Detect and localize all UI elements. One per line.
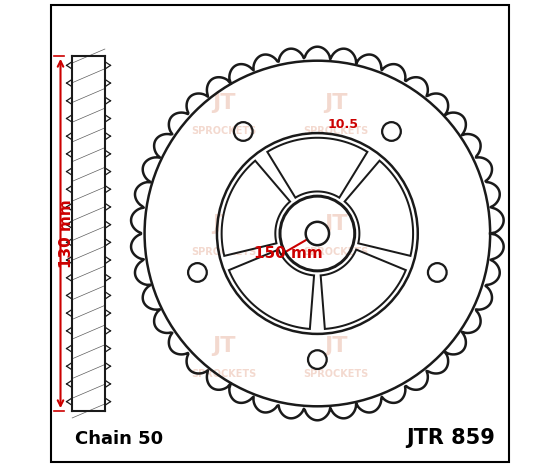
Text: SPROCKETS: SPROCKETS [192, 368, 256, 379]
Text: 10.5: 10.5 [328, 118, 358, 131]
Polygon shape [229, 249, 314, 329]
Text: SPROCKETS: SPROCKETS [192, 247, 256, 257]
Polygon shape [321, 249, 406, 329]
Text: SPROCKETS: SPROCKETS [304, 368, 368, 379]
Polygon shape [267, 138, 367, 198]
Text: JTR 859: JTR 859 [406, 428, 495, 448]
Text: 130 mm: 130 mm [59, 199, 73, 268]
Polygon shape [222, 161, 290, 256]
Text: SPROCKETS: SPROCKETS [304, 126, 368, 136]
Text: JT: JT [324, 214, 348, 234]
Text: JT: JT [212, 214, 236, 234]
Text: Chain 50: Chain 50 [74, 430, 162, 448]
Text: JT: JT [324, 336, 348, 355]
Polygon shape [344, 161, 413, 256]
Text: SPROCKETS: SPROCKETS [192, 126, 256, 136]
Text: JT: JT [324, 93, 348, 113]
Text: JT: JT [212, 336, 236, 355]
Text: 150 mm: 150 mm [254, 247, 322, 262]
Circle shape [306, 222, 329, 245]
Text: SPROCKETS: SPROCKETS [304, 247, 368, 257]
Text: JT: JT [212, 93, 236, 113]
